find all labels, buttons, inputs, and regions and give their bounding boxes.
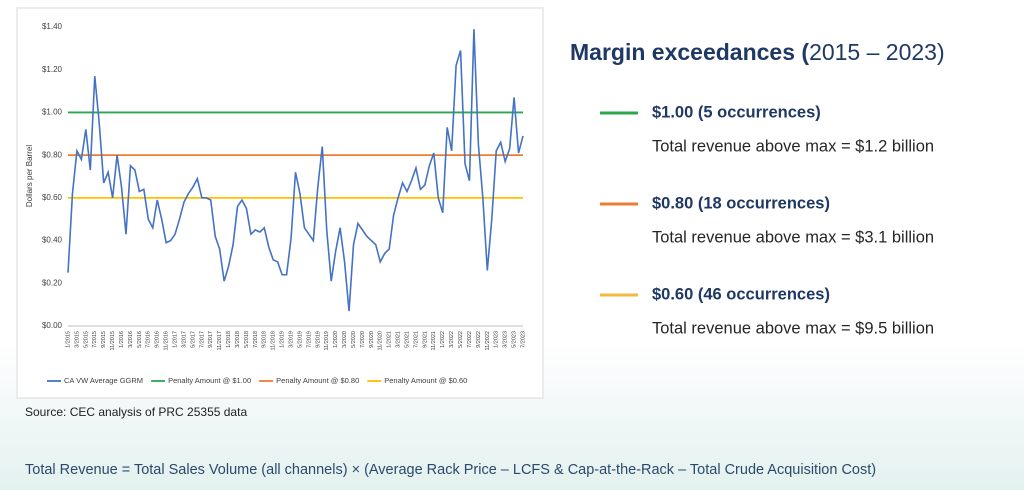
x-tick-label: 5/2016 — [137, 331, 143, 348]
x-tick-label: 5/2021 — [404, 331, 410, 348]
y-axis-label: Dollars per Barrel — [25, 145, 34, 207]
x-tick-label: 11/2016 — [164, 331, 170, 350]
y-tick-label: $0.80 — [42, 150, 63, 159]
item-label: $0.80 (18 occurrences) — [652, 194, 830, 212]
x-tick-label: 5/2015 — [83, 331, 89, 348]
x-tick-label: 1/2020 — [333, 331, 339, 348]
x-tick-label: 9/2019 — [315, 331, 321, 348]
item-text: Total revenue above max = $3.1 billion — [652, 228, 934, 246]
y-tick-label: $0.60 — [42, 193, 63, 202]
x-tick-label: 1/2016 — [119, 331, 125, 348]
x-tick-label: 7/2023 — [520, 331, 526, 348]
x-tick-label: 1/2023 — [494, 331, 500, 348]
x-tick-label: 9/2020 — [369, 331, 375, 348]
x-tick-label: 5/2022 — [458, 331, 464, 348]
x-tick-label: 7/2016 — [146, 331, 152, 348]
x-tick-label: 11/2015 — [110, 331, 116, 350]
x-tick-label: 5/2017 — [190, 331, 196, 348]
item-label: $1.00 (5 occurrences) — [652, 103, 821, 121]
title-rest: 2015 – 2023) — [809, 39, 945, 65]
x-tick-label: 5/2020 — [351, 331, 357, 348]
x-tick-label: 3/2023 — [503, 331, 509, 348]
x-tick-label: 11/2017 — [217, 331, 223, 350]
x-tick-label: 1/2021 — [387, 331, 393, 348]
footer-formula: Total Revenue = Total Sales Volume (all … — [25, 462, 876, 478]
x-tick-label: 5/2023 — [512, 331, 518, 348]
x-tick-label: 3/2017 — [181, 331, 187, 348]
x-tick-label: 1/2022 — [440, 331, 446, 348]
x-tick-label: 9/2017 — [208, 331, 214, 348]
data-line — [67, 29, 524, 312]
x-tick-label: 11/2018 — [271, 331, 277, 350]
legend-label: Penalty Amount @ $0.80 — [276, 376, 359, 385]
x-tick-label: 11/2019 — [324, 331, 330, 350]
x-tick-label: 11/2022 — [485, 331, 491, 350]
x-tick-label: 5/2018 — [244, 331, 250, 348]
x-tick-label: 3/2022 — [449, 331, 455, 348]
y-tick-label: $1.20 — [42, 65, 63, 74]
x-tick-label: 3/2020 — [342, 331, 348, 348]
x-tick-label: 7/2015 — [92, 331, 98, 348]
item-label: $0.60 (46 occurrences) — [652, 285, 830, 303]
x-tick-label: 9/2021 — [422, 331, 428, 348]
x-tick-label: 7/2018 — [253, 331, 259, 348]
legend-label: Penalty Amount @ $1.00 — [168, 376, 251, 385]
x-tick-label: 11/2020 — [378, 331, 384, 350]
y-tick-label: $0.40 — [42, 236, 63, 245]
x-tick-label: 1/2017 — [173, 331, 179, 348]
x-tick-label: 3/2021 — [396, 331, 402, 348]
x-tick-label: 3/2019 — [288, 331, 294, 348]
x-tick-label: 7/2020 — [360, 331, 366, 348]
x-tick-label: 5/2019 — [297, 331, 303, 348]
x-tick-label: 7/2021 — [413, 331, 419, 348]
legend-label: Penalty Amount @ $0.60 — [384, 376, 467, 385]
x-tick-label: 3/2016 — [128, 331, 134, 348]
x-tick-label: 7/2022 — [467, 331, 473, 348]
legend-label: CA VW Average GGRM — [64, 376, 143, 385]
panel-title: Margin exceedances (2015 – 2023) — [570, 39, 945, 65]
x-tick-label: 1/2019 — [280, 331, 286, 348]
title-bold: Margin exceedances ( — [570, 39, 809, 65]
x-tick-label: 1/2015 — [65, 331, 71, 348]
item-text: Total revenue above max = $1.2 billion — [652, 137, 934, 155]
x-tick-label: 3/2018 — [235, 331, 241, 348]
x-tick-label: 9/2018 — [262, 331, 268, 348]
x-tick-label: 7/2019 — [306, 331, 312, 348]
item-text: Total revenue above max = $9.5 billion — [652, 319, 934, 337]
x-tick-label: 9/2022 — [476, 331, 482, 348]
y-tick-label: $1.40 — [42, 22, 63, 31]
y-tick-label: $0.00 — [42, 321, 63, 330]
x-tick-label: 3/2015 — [74, 331, 80, 348]
x-tick-label: 11/2021 — [431, 331, 437, 350]
x-tick-label: 9/2016 — [155, 331, 161, 348]
y-tick-label: $0.20 — [42, 278, 63, 287]
x-tick-label: 9/2015 — [101, 331, 107, 348]
x-tick-label: 1/2018 — [226, 331, 232, 348]
x-tick-label: 7/2017 — [199, 331, 205, 348]
source: Source: CEC analysis of PRC 25355 data — [25, 405, 247, 419]
y-tick-label: $1.00 — [42, 108, 63, 117]
